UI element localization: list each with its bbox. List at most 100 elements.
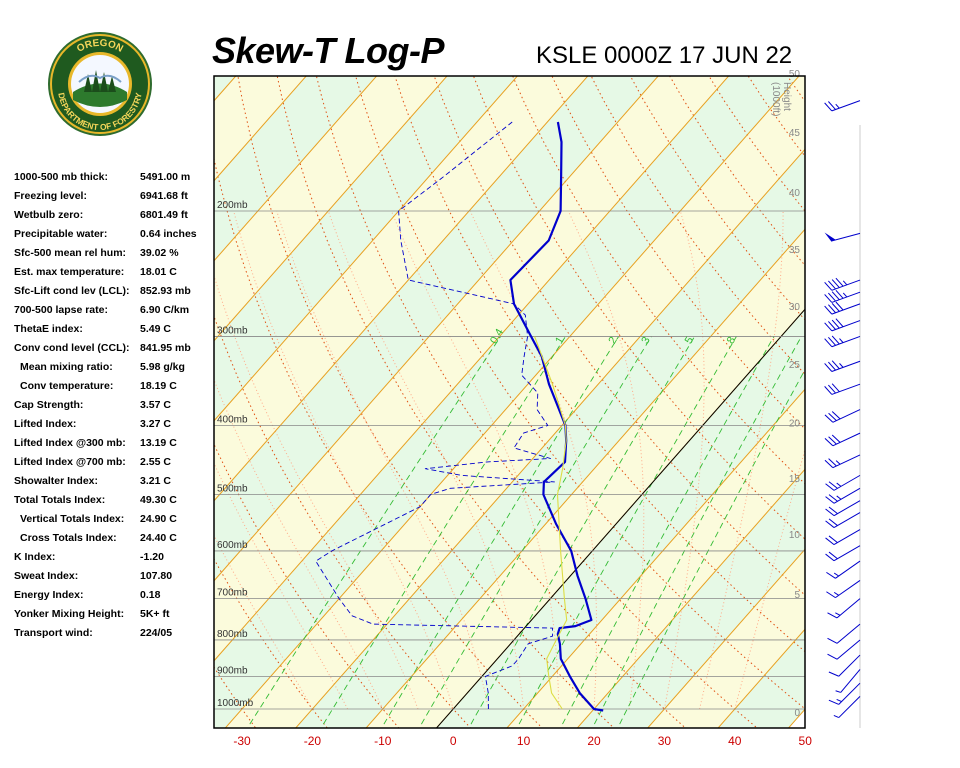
mixing-ratio-label: 5	[683, 335, 696, 346]
wind-barb-half-feather	[835, 103, 840, 109]
mixing-ratio-line	[323, 336, 566, 725]
height-tick-label: 15	[789, 474, 801, 485]
wind-barb-shaft	[833, 487, 861, 504]
wind-barb	[824, 100, 861, 112]
isotherm-line	[576, 468, 805, 728]
index-label: Freezing level:	[14, 190, 87, 202]
wind-barb-half-feather	[839, 338, 844, 343]
index-row: Energy Index: 0.18	[14, 586, 214, 605]
mixing-ratio-label: 8	[725, 335, 738, 346]
wind-barb-feather	[824, 281, 833, 291]
wind-barb-shaft	[831, 320, 861, 332]
x-tick-label: -30	[233, 734, 251, 748]
index-row: Cross Totals Index: 24.40 C	[14, 529, 214, 548]
height-tick-label: 5	[794, 590, 800, 601]
isotherm-line	[224, 76, 800, 728]
index-value: 3.21 C	[140, 475, 171, 487]
wind-barb-shaft	[833, 512, 861, 528]
index-row: Sfc-500 mean rel hum: 39.02 %	[14, 244, 214, 263]
moist-adiabat	[734, 447, 805, 710]
index-value: 2.55 C	[140, 456, 171, 468]
wind-barb	[824, 289, 861, 303]
wind-barb-feather	[828, 321, 836, 330]
wind-barb	[825, 512, 861, 528]
isotherm-line	[214, 76, 307, 182]
wind-barb-shaft	[835, 560, 861, 579]
plot-frame	[213, 75, 806, 729]
pressure-label: 900mb	[217, 665, 248, 676]
wind-barb	[827, 598, 861, 619]
index-value: 0.64 inches	[140, 228, 197, 240]
wind-barb	[824, 318, 861, 332]
wind-barb-feather	[828, 101, 836, 110]
wind-barb	[824, 360, 861, 372]
index-row: Wetbulb zero: 6801.49 ft	[14, 206, 214, 225]
isotherm-line	[787, 708, 805, 728]
height-tick-label: 0	[794, 708, 800, 719]
wind-barb-shaft	[831, 100, 861, 112]
index-label: Precipitable water:	[14, 228, 108, 240]
height-tick-label: 45	[789, 128, 801, 139]
wind-barb-shaft	[836, 598, 861, 619]
height-tick-label: 20	[789, 418, 801, 429]
pressure-label: 800mb	[217, 629, 248, 640]
height-axis-title: Height	[781, 82, 792, 111]
index-label: Energy Index:	[14, 589, 84, 601]
isotherm-line	[647, 548, 805, 728]
isotherm-line	[506, 388, 805, 728]
mixing-ratio-label: 1	[553, 335, 566, 346]
x-tick-label: -20	[304, 734, 322, 748]
index-label: Lifted Index @300 mb:	[14, 437, 126, 449]
wind-barb-shaft	[836, 639, 861, 660]
index-row: Yonker Mixing Height: 5K+ ft	[14, 605, 214, 624]
wind-barb-feather	[826, 591, 836, 599]
x-tick-label: 50	[799, 734, 813, 748]
temperature-band	[225, 76, 805, 728]
wind-barb	[824, 232, 861, 242]
index-value: 5K+ ft	[140, 608, 170, 620]
index-row: K Index: -1.20	[14, 548, 214, 567]
index-value: 0.18	[140, 589, 161, 601]
index-row: Freezing level: 6941.68 ft	[14, 187, 214, 206]
index-label: K Index:	[14, 551, 56, 563]
wind-barb-feather	[828, 494, 838, 502]
wind-barb-feather	[828, 336, 836, 346]
index-row: Transport wind: 224/05	[14, 624, 214, 643]
index-value: 841.95 mb	[140, 342, 191, 354]
wind-barb-shaft	[838, 682, 861, 705]
index-value: 24.40 C	[140, 532, 177, 544]
wind-barb-feather	[831, 291, 840, 301]
index-row: Sweat Index: 107.80	[14, 567, 214, 586]
pressure-label: 600mb	[217, 540, 248, 551]
height-tick-label: 35	[789, 245, 801, 256]
wind-barb-half-feather	[836, 699, 842, 703]
wind-barb	[826, 580, 861, 599]
isotherm-line	[214, 76, 519, 422]
wind-barb-feather	[824, 338, 833, 348]
index-row: Cap Strength: 3.57 C	[14, 396, 214, 415]
index-value: 852.93 mb	[140, 285, 191, 297]
series-temperature-line	[509, 121, 604, 712]
wind-barb-feather	[825, 553, 835, 562]
index-value: -1.20	[140, 551, 164, 563]
wind-barb-feather	[831, 303, 840, 312]
index-row: Precipitable water: 0.64 inches	[14, 225, 214, 244]
wind-barb-half-feather	[833, 715, 839, 719]
pressure-label: 500mb	[217, 484, 248, 495]
wind-barb	[824, 277, 861, 291]
station-time-label: KSLE 0000Z 17 JUN 22	[536, 42, 793, 69]
wind-barb-feather	[824, 322, 833, 332]
index-label: Lifted Index @700 mb:	[14, 456, 126, 468]
wind-barb-shaft	[831, 335, 861, 348]
wind-barb	[825, 529, 861, 546]
index-label: Sweat Index:	[14, 570, 79, 582]
wind-barb-feather	[831, 383, 840, 393]
index-value: 18.01 C	[140, 266, 177, 278]
x-tick-label: 40	[728, 734, 742, 748]
wind-barb-half-feather	[842, 292, 848, 298]
wind-barb-feather	[828, 535, 838, 543]
x-tick-label: 20	[587, 734, 601, 748]
index-label: Est. max temperature:	[14, 266, 125, 278]
wind-barb-half-feather	[842, 280, 848, 286]
